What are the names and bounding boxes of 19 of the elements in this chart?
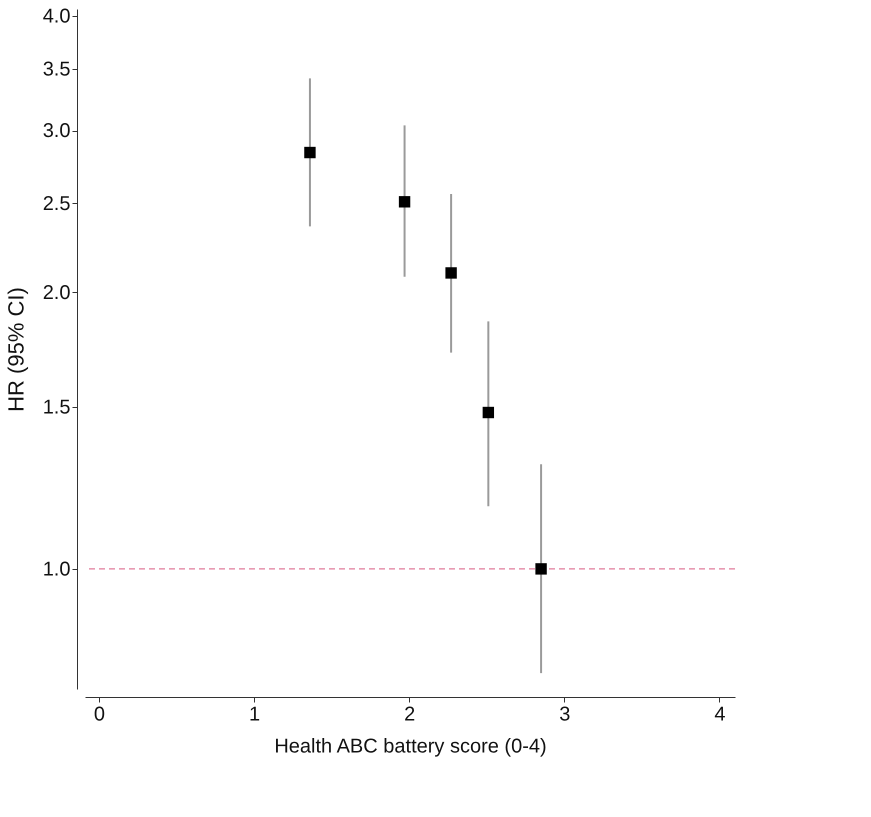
x-tick-label: 3 bbox=[559, 704, 570, 726]
point bbox=[304, 146, 316, 158]
y-tick-label: 1.0 bbox=[42, 558, 70, 580]
x-tick-label: 1 bbox=[249, 704, 260, 726]
point bbox=[398, 196, 410, 208]
y-tick-label: 3.0 bbox=[42, 120, 70, 142]
x-axis-title: Health ABC battery score (0-4) bbox=[274, 736, 547, 758]
y-tick-label: 3.5 bbox=[42, 58, 70, 81]
x-tick-label: 4 bbox=[714, 704, 726, 726]
y-axis-title: HR (95% CI) bbox=[4, 287, 29, 412]
point bbox=[445, 267, 457, 279]
y-tick-label: 2.0 bbox=[42, 282, 70, 304]
point bbox=[482, 406, 494, 418]
point bbox=[535, 563, 547, 575]
x-tick-label: 2 bbox=[404, 704, 416, 726]
y-tick-label: 2.5 bbox=[42, 192, 70, 215]
y-tick-label: 4.0 bbox=[42, 5, 70, 28]
x-tick-label: 0 bbox=[94, 704, 106, 726]
y-tick-label: 1.5 bbox=[42, 396, 70, 419]
